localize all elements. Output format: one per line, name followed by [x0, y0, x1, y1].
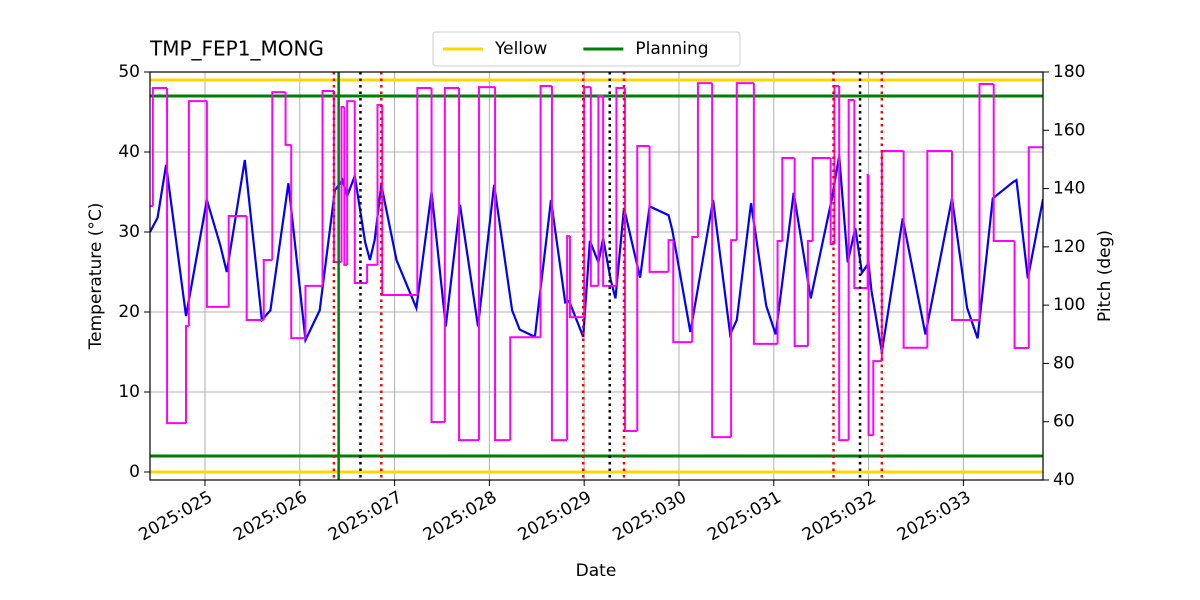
- pitch-step: [992, 83, 1015, 243]
- pitch-step: [602, 95, 617, 287]
- pitch-step: [366, 263, 378, 283]
- pitch-step: [735, 82, 754, 241]
- y-tick-label: 0: [129, 462, 140, 482]
- pitch-step: [550, 85, 568, 442]
- pitch-step: [648, 146, 669, 273]
- legend: Yellow Planning: [432, 31, 741, 67]
- pitch-step: [950, 150, 980, 322]
- pitch-step: [343, 106, 348, 266]
- pitch-step: [806, 240, 813, 346]
- pitch-step: [872, 360, 882, 436]
- pitch-step: [353, 101, 368, 284]
- pitch-step: [509, 336, 541, 441]
- x-tick-label: 2025:031: [704, 487, 785, 545]
- x-tick-label: 2025:033: [894, 487, 975, 545]
- legend-label: Planning: [635, 39, 708, 59]
- pitch-step: [667, 239, 674, 272]
- pitch-step: [566, 235, 570, 441]
- pitch-step: [166, 88, 187, 425]
- temperature-line: [150, 155, 1043, 353]
- pitch-step: [1013, 241, 1029, 349]
- pitch-step: [284, 92, 292, 146]
- pitch-step: [926, 149, 952, 348]
- pitch-step: [494, 87, 511, 442]
- y-tick-label: 10: [118, 382, 140, 402]
- y2-tick-label: 100: [1053, 295, 1085, 315]
- chart-title: TMP_FEP1_MONG: [149, 37, 324, 61]
- pitch-step: [730, 239, 737, 438]
- pitch-step: [636, 145, 650, 432]
- pitch-step: [340, 105, 345, 263]
- pitch-step: [838, 85, 849, 442]
- y2-tick-label: 60: [1053, 412, 1075, 432]
- pitch-step: [262, 258, 273, 321]
- plot-area: [150, 72, 1043, 480]
- legend-label: Yellow: [494, 39, 547, 59]
- y-tick-label: 20: [118, 302, 140, 322]
- pitch-step: [430, 88, 445, 424]
- y-axis-label: Temperature (°C): [86, 203, 106, 351]
- pitch-step: [615, 87, 625, 286]
- pitch-step: [187, 100, 207, 327]
- pitch-step: [781, 156, 795, 242]
- x-tick-label: 2025:029: [515, 487, 596, 545]
- pitch-step: [151, 87, 168, 207]
- pitch-step: [902, 150, 928, 349]
- x-tick-label: 2025:032: [799, 487, 880, 545]
- y-tick-label: 40: [118, 142, 140, 162]
- pitch-step: [597, 94, 604, 286]
- y2-tick-label: 140: [1053, 179, 1085, 199]
- pitch-step: [477, 86, 496, 441]
- pitch-step: [245, 215, 264, 322]
- y2-tick-label: 120: [1053, 237, 1085, 257]
- pitch-step: [568, 236, 585, 319]
- pitch-step: [811, 156, 831, 242]
- y2-tick-label: 40: [1053, 470, 1075, 490]
- pitch-step: [867, 174, 874, 437]
- y2-axis-label: Pitch (deg): [1095, 230, 1115, 322]
- x-tick-label: 2025:027: [325, 487, 406, 545]
- y-tick-label: 50: [118, 62, 140, 82]
- pitch-step: [776, 240, 783, 344]
- pitch-step: [227, 214, 247, 307]
- x-tick-label: 2025:026: [230, 487, 311, 545]
- pitch-step: [793, 157, 808, 347]
- y2-tick-label: 180: [1053, 62, 1085, 82]
- y-tick-label: 30: [118, 222, 140, 242]
- x-tick-label: 2025:025: [135, 487, 216, 545]
- x-tick-label: 2025:028: [420, 487, 501, 545]
- pitch-step: [271, 91, 286, 260]
- pitch-step: [711, 83, 732, 439]
- pitch-step: [853, 99, 868, 289]
- pitch-step: [829, 157, 835, 245]
- pitch-step: [346, 100, 355, 265]
- pitch-step: [1027, 146, 1043, 348]
- pitch-step: [321, 89, 334, 286]
- pitch-step: [847, 98, 855, 441]
- pitch-step: [672, 240, 693, 344]
- pitch-step: [589, 87, 599, 287]
- pitch-step: [458, 88, 479, 442]
- pitch-step: [205, 101, 229, 308]
- x-tick-label: 2025:030: [609, 487, 690, 545]
- y2-tick-label: 160: [1053, 120, 1085, 140]
- pitch-step: [696, 82, 713, 237]
- pitch-step: [691, 235, 698, 343]
- x-axis-label: Date: [576, 561, 617, 581]
- pitch-step: [443, 87, 460, 423]
- pitch-step: [416, 87, 432, 295]
- plot-frame: [149, 71, 1044, 481]
- pitch-step: [978, 82, 994, 321]
- pitch-step: [752, 83, 778, 345]
- pitch-step: [185, 325, 189, 424]
- pitch-step: [290, 144, 306, 340]
- pitch-step: [539, 84, 552, 338]
- pitch-step: [304, 284, 323, 339]
- y2-tick-label: 80: [1053, 353, 1075, 373]
